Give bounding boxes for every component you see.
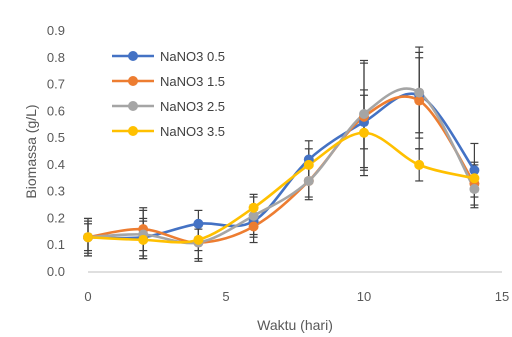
data-point: [193, 218, 204, 229]
legend-marker: [128, 101, 138, 111]
data-point: [248, 221, 259, 232]
data-point: [469, 173, 480, 184]
series-markers: [83, 87, 480, 248]
legend-marker: [128, 76, 138, 86]
x-tick-label: 15: [495, 289, 509, 304]
y-axis-title: Biomassa (g/L): [23, 104, 39, 198]
y-tick-label: 0.4: [47, 157, 65, 172]
x-tick-label: 0: [84, 289, 91, 304]
data-point: [359, 109, 369, 120]
data-point: [138, 234, 149, 245]
x-axis-title: Waktu (hari): [257, 317, 333, 333]
series-line: [87, 131, 475, 244]
y-tick-label: 0.9: [47, 23, 65, 38]
y-tick-label: 0.2: [47, 210, 65, 225]
data-point: [303, 175, 314, 186]
data-point: [414, 159, 425, 170]
y-tick-label: 0.7: [47, 77, 65, 92]
y-tick-label: 0.3: [47, 184, 65, 199]
data-point: [193, 234, 204, 245]
data-point: [303, 159, 314, 170]
legend-marker: [128, 126, 138, 136]
data-point: [414, 87, 425, 98]
x-tick-label: 10: [357, 289, 371, 304]
data-point: [83, 232, 93, 243]
legend-label: NaNO3 0.5: [160, 49, 225, 64]
y-tick-label: 0.6: [47, 103, 65, 118]
legend: NaNO3 0.5 NaNO3 1.5 NaNO3 2.5 NaNO3 3.5: [112, 49, 225, 139]
data-point: [414, 95, 425, 106]
x-tick-label: 5: [222, 289, 229, 304]
y-axis-ticks: 0.0 0.1 0.2 0.3 0.4 0.5 0.6 0.7 0.8 0.9: [47, 23, 65, 279]
data-point: [469, 165, 480, 176]
y-tick-label: 0.5: [47, 130, 65, 145]
y-tick-label: 0.8: [47, 50, 65, 65]
data-point: [248, 210, 259, 221]
legend-marker: [128, 51, 138, 61]
y-tick-label: 0.0: [47, 264, 65, 279]
data-point: [248, 202, 259, 213]
legend-label: NaNO3 1.5: [160, 74, 225, 89]
data-point: [469, 183, 480, 194]
legend-label: NaNO3 2.5: [160, 99, 225, 114]
y-tick-label: 0.1: [47, 237, 65, 252]
x-axis-ticks: 0 5 10 15: [84, 289, 509, 304]
legend-label: NaNO3 3.5: [160, 124, 225, 139]
data-point: [359, 127, 369, 138]
